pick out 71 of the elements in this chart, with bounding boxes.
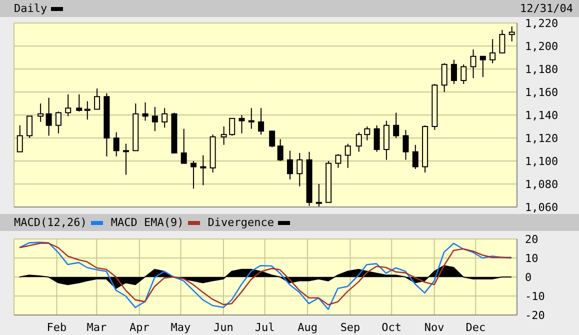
chart-title: Daily xyxy=(14,2,48,15)
candlestick xyxy=(490,38,496,64)
candlestick xyxy=(26,116,33,138)
text: 12/31/04 xyxy=(520,2,573,15)
candlestick xyxy=(460,64,467,84)
candlestick xyxy=(296,152,303,187)
candlestick xyxy=(190,160,197,190)
candlestick xyxy=(238,114,245,134)
candlestick xyxy=(277,138,284,162)
candlestick xyxy=(356,132,362,152)
candlestick xyxy=(152,106,158,132)
y-tick-label: 1,140 xyxy=(525,108,558,122)
candlestick xyxy=(412,144,418,170)
candlestick xyxy=(76,94,82,112)
candlestick xyxy=(269,130,276,148)
y-tick-label: 1,080 xyxy=(525,178,558,191)
candlestick xyxy=(441,62,448,92)
candlestick xyxy=(480,56,486,78)
candlestick xyxy=(344,143,351,168)
candlestick xyxy=(162,108,168,128)
y-tick-label: 1,120 xyxy=(525,132,558,145)
y-tick-label: 1,200 xyxy=(525,40,558,53)
y-tick-label: 1,180 xyxy=(525,62,558,76)
x-tick-label: Mar xyxy=(86,320,107,334)
candlestick xyxy=(142,102,148,122)
candlestick xyxy=(470,48,476,79)
candlestick xyxy=(393,112,400,138)
candlestick xyxy=(229,118,236,136)
x-tick-label: Apr xyxy=(129,320,150,334)
y-tick-label: 0 xyxy=(525,270,532,284)
candlestick xyxy=(122,143,129,176)
y-tick-label: 1,220 xyxy=(525,16,558,30)
x-tick-label: May xyxy=(170,320,192,334)
candlestick xyxy=(248,108,254,130)
x-tick-label: Oct xyxy=(382,320,402,334)
candlestick xyxy=(499,29,506,54)
y-tick-label: -20 xyxy=(525,308,545,322)
candlestick xyxy=(55,111,62,134)
y-tick-label: 1,060 xyxy=(525,200,558,214)
candlestick xyxy=(402,129,409,160)
candlestick xyxy=(65,94,72,117)
candlestick xyxy=(113,132,120,157)
legend-label: Divergence xyxy=(208,216,274,229)
candlestick xyxy=(38,103,44,122)
candlestick xyxy=(374,124,380,152)
y-tick-label: -10 xyxy=(525,290,545,303)
legend-label: MACD(12,26) xyxy=(14,216,87,229)
candlestick xyxy=(258,108,264,136)
candlestick xyxy=(335,154,342,168)
candlestick xyxy=(450,59,457,84)
x-tick-label: Jul xyxy=(254,320,275,334)
x-tick-label: Aug xyxy=(298,320,318,334)
x-tick-label: Dec xyxy=(466,320,486,334)
y-tick-label: 10 xyxy=(525,252,538,265)
x-tick-label: Nov xyxy=(424,320,445,334)
x-tick-label: Feb xyxy=(46,320,67,334)
candlestick xyxy=(16,124,23,152)
candlestick xyxy=(220,126,227,146)
candlestick xyxy=(180,128,187,164)
y-tick-label: 1,160 xyxy=(525,86,558,99)
y-tick-label: 20 xyxy=(525,232,538,246)
candlestick xyxy=(200,154,206,186)
candlestick xyxy=(364,126,370,141)
candlestick xyxy=(94,88,100,110)
candlestick xyxy=(84,100,90,120)
x-tick-label: Jun xyxy=(214,320,234,334)
candlestick xyxy=(46,97,52,136)
x-tick-label: Sep xyxy=(340,320,360,334)
candlestick xyxy=(286,150,293,180)
y-tick-label: 1,100 xyxy=(525,154,558,168)
legend-label: MACD EMA(9) xyxy=(110,216,184,229)
